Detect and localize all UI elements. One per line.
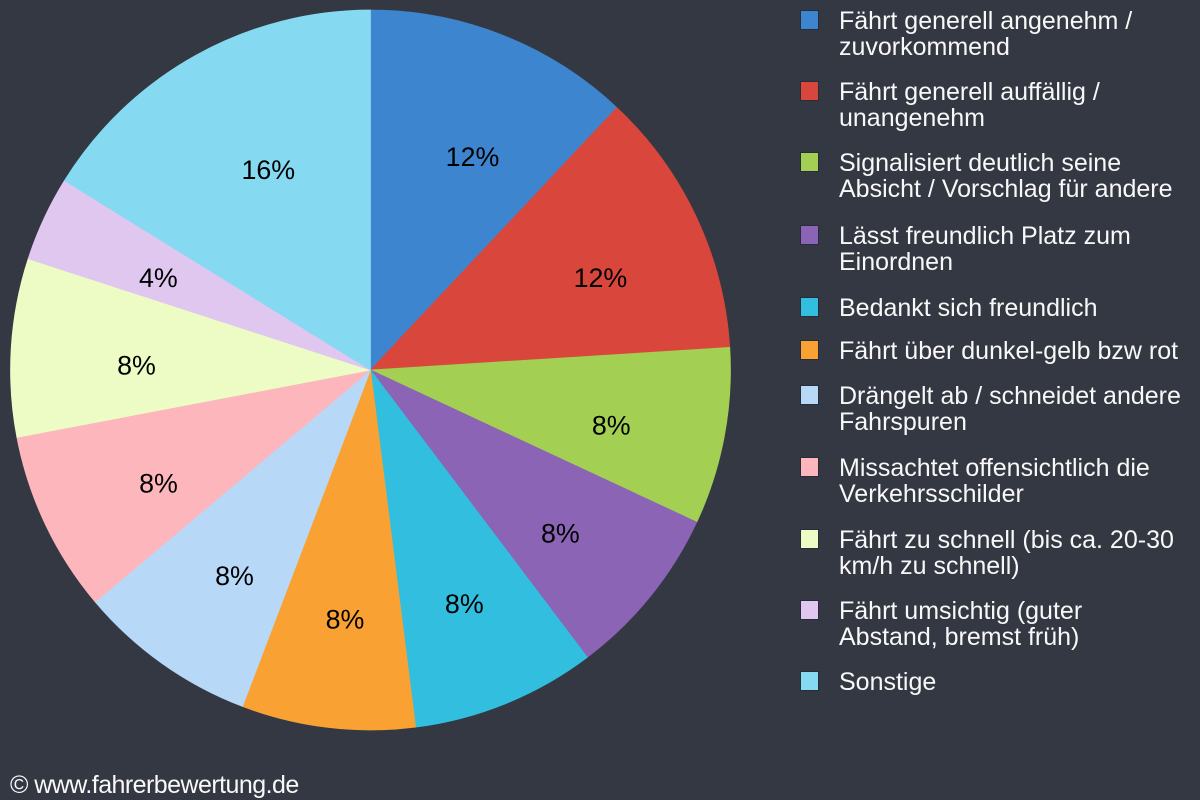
svg-text:12%: 12%	[574, 263, 628, 293]
svg-text:8%: 8%	[139, 469, 178, 499]
svg-text:4%: 4%	[139, 263, 178, 293]
svg-text:16%: 16%	[241, 155, 295, 185]
svg-text:8%: 8%	[541, 519, 580, 549]
svg-text:8%: 8%	[215, 561, 254, 591]
svg-text:8%: 8%	[445, 589, 484, 619]
svg-text:8%: 8%	[326, 605, 365, 635]
svg-text:12%: 12%	[446, 142, 500, 172]
svg-text:8%: 8%	[592, 411, 631, 441]
svg-text:8%: 8%	[117, 350, 156, 380]
